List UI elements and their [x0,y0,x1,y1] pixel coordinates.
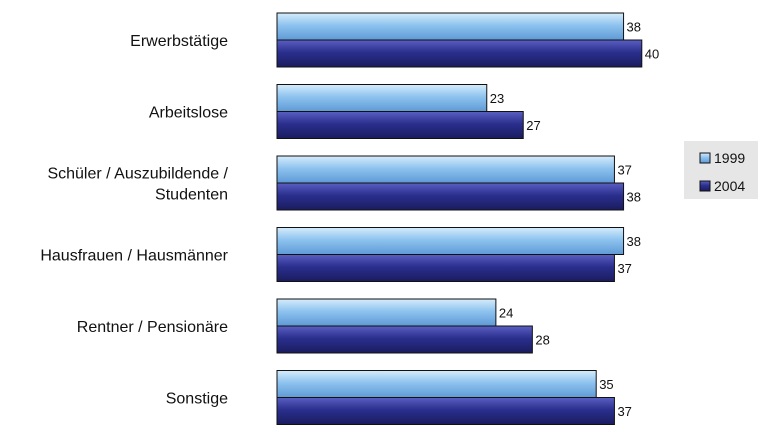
legend-box [684,141,758,199]
bar-1999-1 [276,12,625,41]
category-label-line: Sonstige [166,391,228,408]
legend-swatch [699,180,711,192]
value-label: 37 [617,163,631,178]
legend-swatch [699,152,711,164]
bar-1999-5 [276,298,497,327]
category-label-line: Schüler / Auszubildende / [47,166,228,183]
value-label: 23 [490,91,504,106]
value-label: 38 [627,20,641,35]
bar-1999-3 [276,155,615,184]
bar-2004-2 [276,111,524,139]
category-label: Hausfrauen / Hausmänner [40,248,228,265]
category-label-line: Arbeitslose [149,105,228,122]
value-label: 37 [617,261,631,276]
bar-1999-2 [276,84,488,112]
category-labels: Erwerbstätige Arbeitslose Schüler / Auszub… [40,33,228,408]
bars: 38 40 23 27 37 38 38 37 24 28 35 37 [276,12,659,425]
category-label-line: Hausfrauen / Hausmänner [40,248,228,265]
value-label: 27 [526,118,540,133]
value-label: 40 [645,47,659,62]
category-label-line: Erwerbstätige [130,33,228,50]
legend-label: 1999 [714,150,745,166]
bar-2004-4 [276,254,615,282]
category-label: Erwerbstätige [130,33,228,50]
category-label: Sonstige [166,391,228,408]
value-label: 24 [499,306,513,321]
bar-2004-3 [276,182,625,211]
legend: 1999 2004 [684,141,758,199]
value-label: 28 [535,333,549,348]
value-label: 38 [627,190,641,205]
value-label: 38 [627,234,641,249]
value-label: 35 [599,377,613,392]
value-label: 37 [617,404,631,419]
category-label: Arbeitslose [149,105,228,122]
category-label: Rentner / Pensionäre [77,319,228,336]
legend-label: 2004 [714,178,745,194]
category-label-line: Rentner / Pensionäre [77,319,228,336]
category-label-line: Studenten [155,187,228,204]
bar-1999-4 [276,227,625,255]
bar-2004-5 [276,325,533,354]
bar-2004-1 [276,39,643,68]
bar-1999-6 [276,370,597,398]
bar-2004-6 [276,397,615,425]
category-label: Schüler / Auszubildende / Studenten [47,166,228,204]
